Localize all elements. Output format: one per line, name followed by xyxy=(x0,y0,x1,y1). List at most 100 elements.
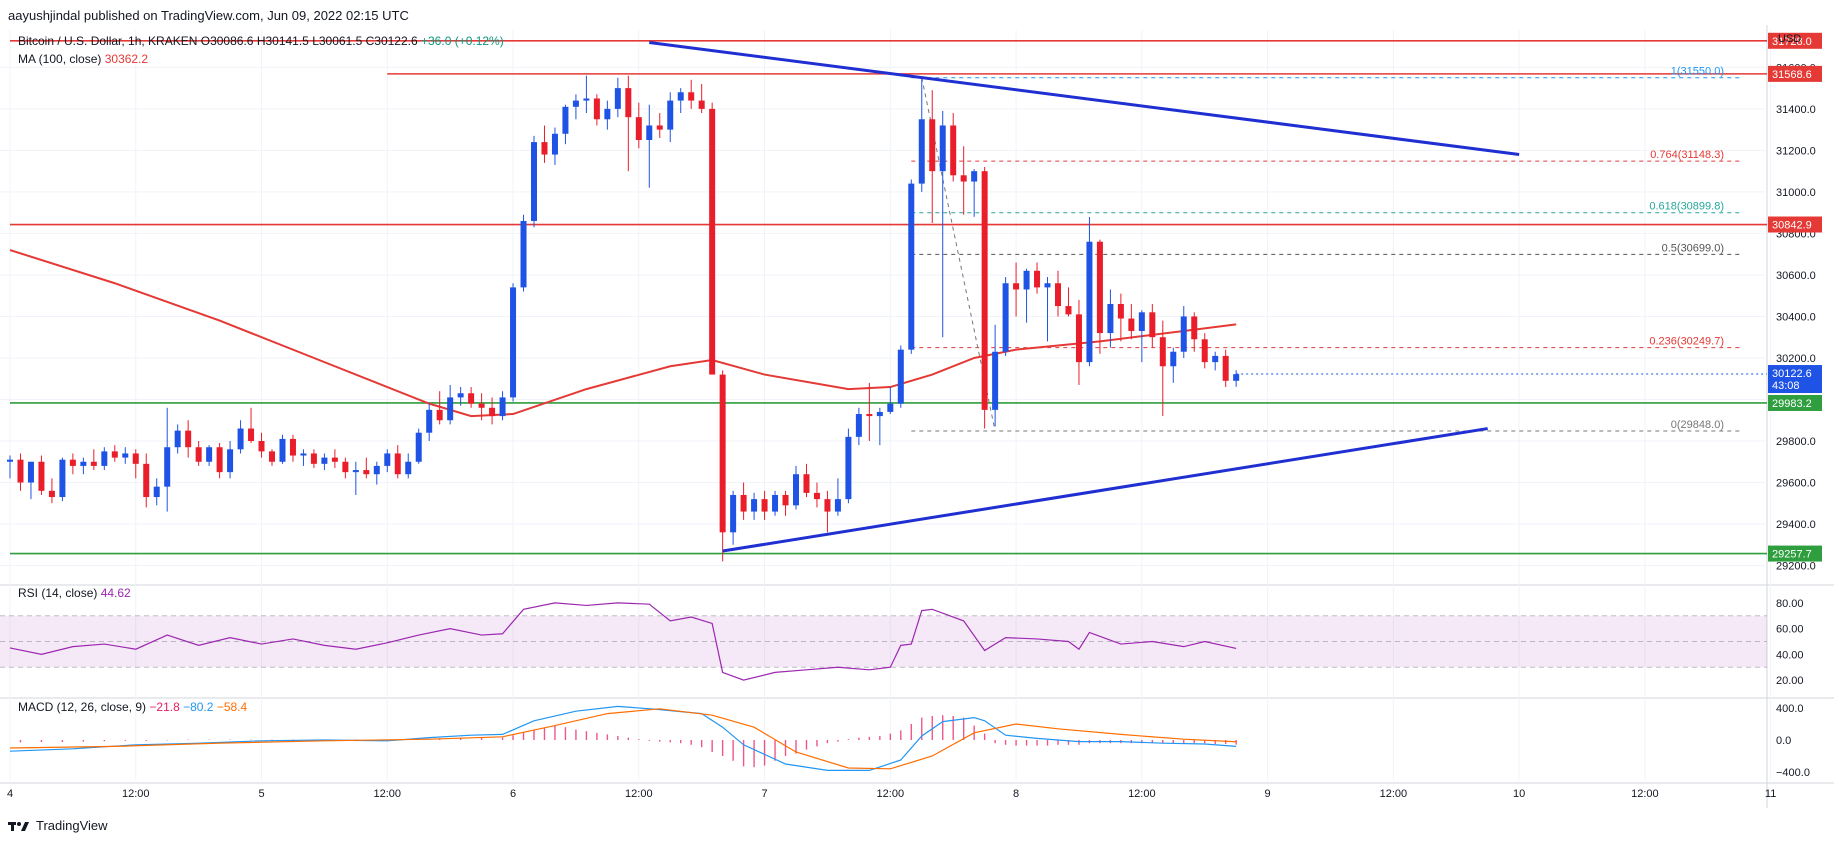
candle-body-down xyxy=(929,119,936,172)
time-tick-label: 4 xyxy=(7,788,13,800)
candle-body-down xyxy=(17,459,24,483)
resistance-30842-badge xyxy=(1768,216,1822,233)
time-tick-label: 12:00 xyxy=(374,788,402,800)
fib-level-label: 0.5(30699.0) xyxy=(1662,242,1724,254)
ma-legend: MA (100, close) 30362.2 xyxy=(18,52,148,66)
tradingview-brand: TradingView xyxy=(36,818,108,833)
candle-body-down xyxy=(709,108,716,375)
candle-body-up xyxy=(447,397,454,421)
macd-tick-label: 0.0 xyxy=(1776,735,1791,747)
time-tick-label: 10 xyxy=(1513,788,1525,800)
candle-body-down xyxy=(656,125,663,130)
rsi-tick-label: 20.00 xyxy=(1776,675,1804,687)
price-tick-label: 29200.0 xyxy=(1776,561,1816,573)
candle-body-up xyxy=(520,220,527,288)
candle-body-up xyxy=(604,108,611,120)
tradingview-logo-icon xyxy=(8,821,29,831)
candle-body-down xyxy=(48,490,55,498)
candle-body-up xyxy=(876,411,883,417)
time-tick-label: 11 xyxy=(1765,788,1776,800)
macd-label: MACD (12, 26, close, 9) xyxy=(18,700,147,714)
candle-body-up xyxy=(384,453,391,466)
time-tick-label: 12:00 xyxy=(877,788,905,800)
candle-body-up xyxy=(614,88,621,109)
candle-body-up xyxy=(887,403,894,412)
candle-body-up xyxy=(908,183,915,350)
candle-body-down xyxy=(478,403,485,408)
time-tick-label: 12:00 xyxy=(1631,788,1659,800)
price-tick-label: 29800.0 xyxy=(1776,436,1816,448)
candle-body-up xyxy=(7,459,13,462)
tradingview-footer[interactable]: TradingView xyxy=(8,818,108,833)
candle-body-up xyxy=(918,119,925,184)
resistance-30842-badge-label: 30842.9 xyxy=(1772,220,1812,232)
macd-panel xyxy=(9,705,1237,772)
candle-body-up xyxy=(174,430,181,448)
candle-body-down xyxy=(635,117,642,141)
currency-text: USD xyxy=(1778,33,1801,45)
price-tick-label: 30600.0 xyxy=(1776,270,1816,282)
candle-body-down xyxy=(1065,306,1072,315)
candle-body-up xyxy=(572,100,579,107)
candle-body-down xyxy=(1117,304,1124,319)
descending-trendline[interactable] xyxy=(649,40,1520,157)
candle-body-up xyxy=(677,92,684,101)
time-tick-label: 9 xyxy=(1265,788,1271,800)
trend-lines[interactable] xyxy=(649,40,1520,553)
candle-body-down xyxy=(363,470,370,475)
candle-body-up xyxy=(321,457,328,464)
candle-body-up xyxy=(1002,283,1009,352)
candle-body-up xyxy=(352,470,359,473)
candle-body-down xyxy=(761,499,768,512)
candles xyxy=(7,75,1240,562)
price-tick-label: 31400.0 xyxy=(1776,104,1816,116)
fibonacci-retracement[interactable]: 1(31550.0) 0.764(31148.3) 0.618(30899.8) 0.… xyxy=(911,66,1740,432)
candle-body-up xyxy=(153,486,160,498)
chart-frame xyxy=(0,25,1834,808)
rsi-tick-label: 80.00 xyxy=(1776,598,1804,610)
candle-body-up xyxy=(1170,351,1177,367)
candle-body-up xyxy=(373,465,380,475)
candle-body-down xyxy=(1201,339,1208,363)
candle-body-down xyxy=(1128,318,1135,331)
candle-body-up xyxy=(415,432,422,462)
candle-body-down xyxy=(813,492,820,500)
ohlc-low: L30061.5 xyxy=(312,34,363,48)
candle-body-up xyxy=(426,409,433,433)
fib-level-label: 0.236(30249.7) xyxy=(1649,336,1724,348)
candle-body-down xyxy=(593,98,600,120)
candle-body-up xyxy=(1138,312,1145,331)
candle-body-down xyxy=(195,447,202,462)
rsi-tick-label: 40.00 xyxy=(1776,649,1804,661)
resistance-31568-badge-label: 31568.6 xyxy=(1772,69,1812,81)
candle-body-up xyxy=(971,171,978,182)
candle-body-up xyxy=(237,428,244,450)
candle-body-down xyxy=(1055,283,1061,307)
time-tick-label: 8 xyxy=(1013,788,1019,800)
candle-body-up xyxy=(834,499,841,512)
candle-body-down xyxy=(625,88,632,118)
candle-body-down xyxy=(950,125,957,176)
candle-body-down xyxy=(1149,312,1156,338)
candle-body-up xyxy=(80,461,87,466)
candle-body-up xyxy=(27,461,34,483)
candle-body-down xyxy=(216,447,223,473)
support-29983-badge-label: 29983.2 xyxy=(1772,398,1812,410)
candle-body-up xyxy=(939,125,946,172)
candle-body-down xyxy=(1013,283,1020,290)
time-tick-label: 12:00 xyxy=(122,788,150,800)
candle-body-up xyxy=(531,142,537,221)
rsi-legend: RSI (14, close) 44.62 xyxy=(18,586,131,600)
candle-body-down xyxy=(394,453,401,475)
candle-body-up xyxy=(206,447,213,462)
ascending-trendline[interactable] xyxy=(722,427,1488,553)
candle-body-up xyxy=(992,351,999,410)
support-29257-badge xyxy=(1768,545,1822,562)
candle-body-up xyxy=(1044,283,1051,288)
candle-body-down xyxy=(90,461,97,466)
support-29983-badge xyxy=(1768,394,1822,411)
candle-body-up xyxy=(1107,304,1114,334)
fib-level-label: 1(31550.0) xyxy=(1671,66,1724,78)
macd-line-value: −80.2 xyxy=(183,700,214,714)
